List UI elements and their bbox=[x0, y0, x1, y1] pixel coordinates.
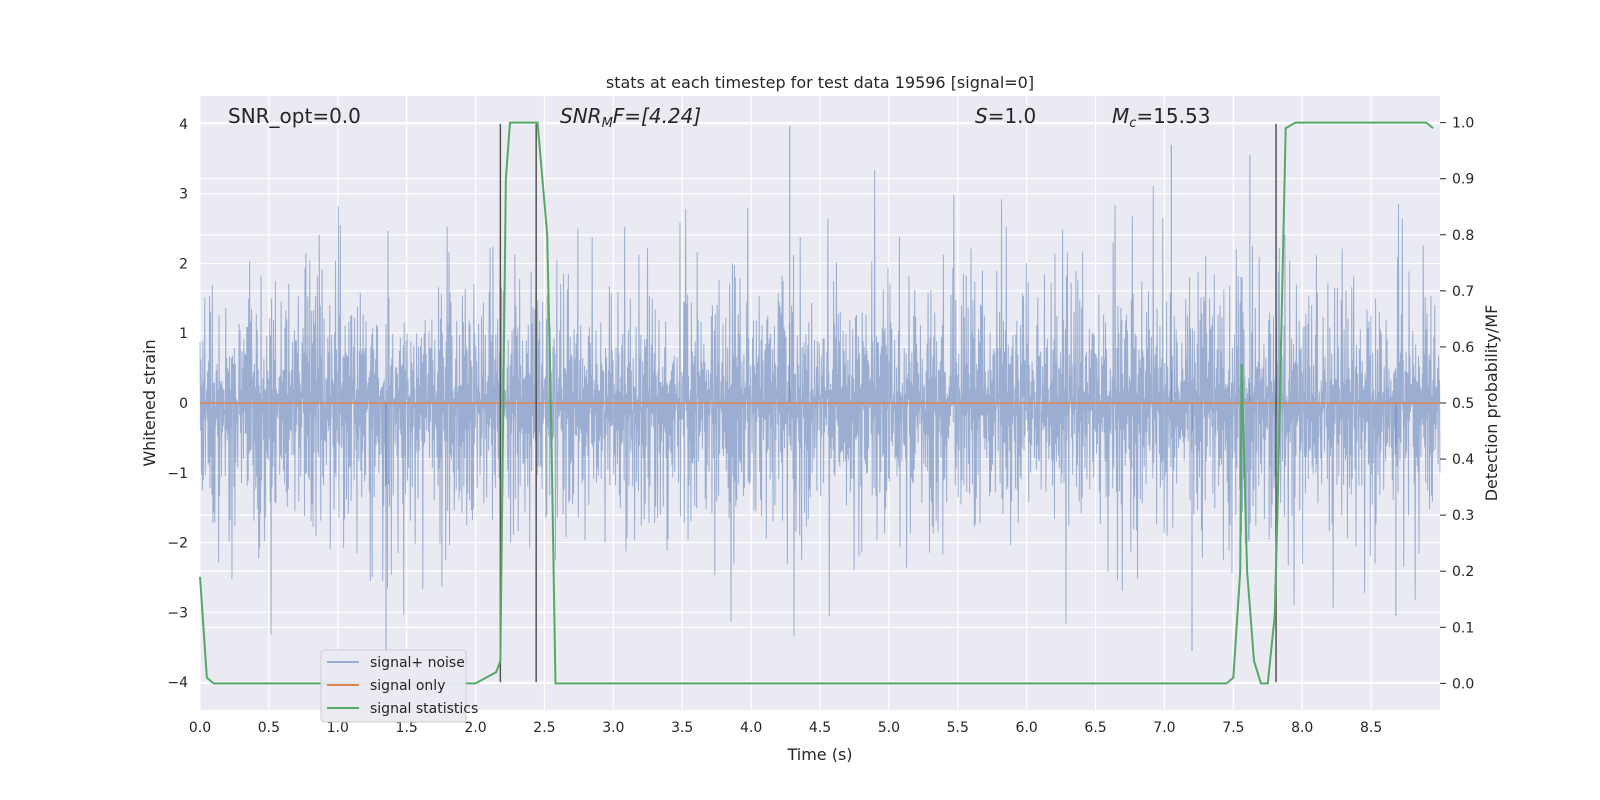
x-tick-label: 4.5 bbox=[809, 720, 831, 736]
x-tick-label: 7.0 bbox=[1153, 720, 1175, 736]
x-tick-label: 0.5 bbox=[258, 720, 280, 736]
legend-label-signal-noise: signal+ noise bbox=[370, 655, 465, 671]
x-tick-label: 4.0 bbox=[740, 720, 762, 736]
x-tick-label: 5.0 bbox=[878, 720, 900, 736]
x-tick-label: 0.0 bbox=[189, 720, 211, 736]
signal-statistics-line bbox=[199, 121, 1434, 685]
y2-tick-label: 0.9 bbox=[1452, 172, 1474, 188]
series-signal-noise bbox=[199, 126, 1441, 651]
y-tick-label: 3 bbox=[179, 187, 188, 203]
y2-tick-label: 0.0 bbox=[1452, 676, 1474, 692]
x-axis-ticks: 0.0 0.5 1.0 1.5 2.0 2.5 3.0 3.5 4.0 4.5 5.0 5.5 6.0 6… bbox=[189, 720, 1382, 736]
y-tick-label: 2 bbox=[179, 256, 188, 272]
y2-tick-label: 0.1 bbox=[1452, 620, 1474, 636]
legend-label-signal-statistics: signal statistics bbox=[370, 701, 478, 717]
x-tick-label: 5.5 bbox=[947, 720, 969, 736]
y2-tick-label: 1.0 bbox=[1452, 116, 1474, 132]
y2-axis-label: Detection probability/MF bbox=[1482, 305, 1501, 502]
y2-axis-ticks: 0.0 0.1 0.2 0.3 0.4 0.5 0.6 0.7 0.8 0.9 1.0 bbox=[1440, 116, 1474, 692]
annotation-snr-opt: SNR_opt=0.0 bbox=[228, 104, 361, 128]
x-tick-label: 1.0 bbox=[327, 720, 349, 736]
y-tick-label: −4 bbox=[167, 675, 188, 691]
y2-tick-label: 0.3 bbox=[1452, 508, 1474, 524]
y-tick-label: −2 bbox=[167, 536, 188, 552]
x-tick-label: 6.0 bbox=[1016, 720, 1038, 736]
x-axis-label: Time (s) bbox=[786, 745, 852, 764]
x-tick-label: 8.0 bbox=[1291, 720, 1313, 736]
annotation-mc: Mc=15.53 bbox=[1112, 104, 1210, 131]
y-tick-label: 4 bbox=[179, 117, 188, 133]
y-tick-label: 1 bbox=[179, 326, 188, 342]
annotation-s: S=1.0 bbox=[975, 104, 1036, 128]
y2-tick-label: 0.8 bbox=[1452, 228, 1474, 244]
y-tick-label: −3 bbox=[167, 605, 188, 621]
x-tick-label: 3.0 bbox=[602, 720, 624, 736]
legend-box bbox=[320, 649, 467, 723]
series-signal-statistics bbox=[199, 121, 1434, 685]
x-tick-label: 7.5 bbox=[1222, 720, 1244, 736]
x-tick-label: 3.5 bbox=[671, 720, 693, 736]
y-tick-label: −1 bbox=[167, 466, 188, 482]
legend-label-signal-only: signal only bbox=[370, 678, 445, 694]
x-tick-label: 8.5 bbox=[1360, 720, 1382, 736]
y2-tick-label: 0.4 bbox=[1452, 452, 1474, 468]
y2-tick-label: 0.6 bbox=[1452, 340, 1474, 356]
y-axis-ticks: −4 −3 −2 −1 0 1 2 3 4 bbox=[167, 117, 188, 691]
y-tick-label: 0 bbox=[179, 396, 188, 412]
x-tick-label: 6.5 bbox=[1084, 720, 1106, 736]
y-axis-label: Whitened strain bbox=[140, 339, 159, 466]
y2-tick-label: 0.5 bbox=[1452, 396, 1474, 412]
y2-tick-label: 0.2 bbox=[1452, 564, 1474, 580]
legend: signal+ noise signal only signal statist… bbox=[320, 649, 478, 723]
x-tick-label: 2.0 bbox=[464, 720, 486, 736]
x-tick-label: 2.5 bbox=[533, 720, 555, 736]
chart-title: stats at each timestep for test data 195… bbox=[606, 73, 1034, 92]
x-tick-label: 1.5 bbox=[396, 720, 418, 736]
annotation-snr-mf: SNRMF=[4.24] bbox=[560, 104, 701, 131]
y2-tick-label: 0.7 bbox=[1452, 284, 1474, 300]
signal-noise-line bbox=[199, 170, 1441, 637]
